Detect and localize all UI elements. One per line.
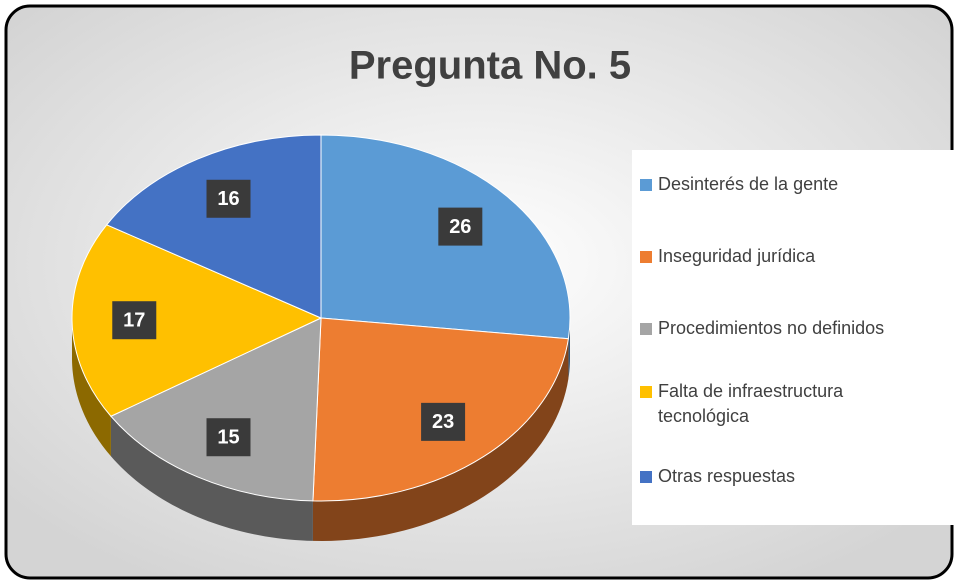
- data-label: 17: [123, 310, 145, 332]
- legend-swatch: [640, 251, 652, 263]
- legend-swatch: [640, 471, 652, 483]
- data-label-box: [206, 179, 251, 218]
- slice-side: [312, 338, 569, 541]
- pie: 26 23 15 17 16: [71, 134, 571, 541]
- slice: [71, 224, 323, 417]
- data-label: 15: [217, 427, 239, 449]
- legend-label: Falta de infraestructura tecnológica: [658, 381, 844, 426]
- legend-swatch: [640, 179, 652, 191]
- legend-label: Desinterés de la gente: [658, 174, 839, 194]
- legend: Desinterés de la gente Inseguridad jurídi…: [632, 150, 954, 525]
- data-label: 26: [449, 216, 471, 238]
- legend-item: Procedimientos no definidos: [640, 316, 905, 341]
- legend-swatch: [640, 386, 652, 398]
- legend-label: Procedimientos no definidos: [658, 318, 885, 338]
- legend-label: Otras respuestas: [658, 466, 796, 486]
- chart-title: Pregunta No. 5: [349, 44, 631, 88]
- legend-label: Inseguridad jurídica: [658, 246, 816, 266]
- slice-side: [72, 318, 111, 457]
- legend-item: Inseguridad jurídica: [640, 244, 905, 269]
- slice: [110, 317, 322, 502]
- legend-swatch: [640, 323, 652, 335]
- data-label-box: [438, 207, 483, 246]
- legend-item: Falta de infraestructura tecnológica: [640, 379, 905, 429]
- slice-side: [110, 416, 313, 541]
- data-label-box: [112, 301, 157, 340]
- data-label: 16: [217, 188, 239, 210]
- legend-item: Desinterés de la gente: [640, 172, 905, 197]
- data-label-box: [421, 402, 466, 441]
- data-label-box: [206, 418, 251, 457]
- slice: [105, 134, 322, 319]
- legend-item: Otras respuestas: [640, 464, 905, 489]
- data-label: 23: [432, 411, 454, 433]
